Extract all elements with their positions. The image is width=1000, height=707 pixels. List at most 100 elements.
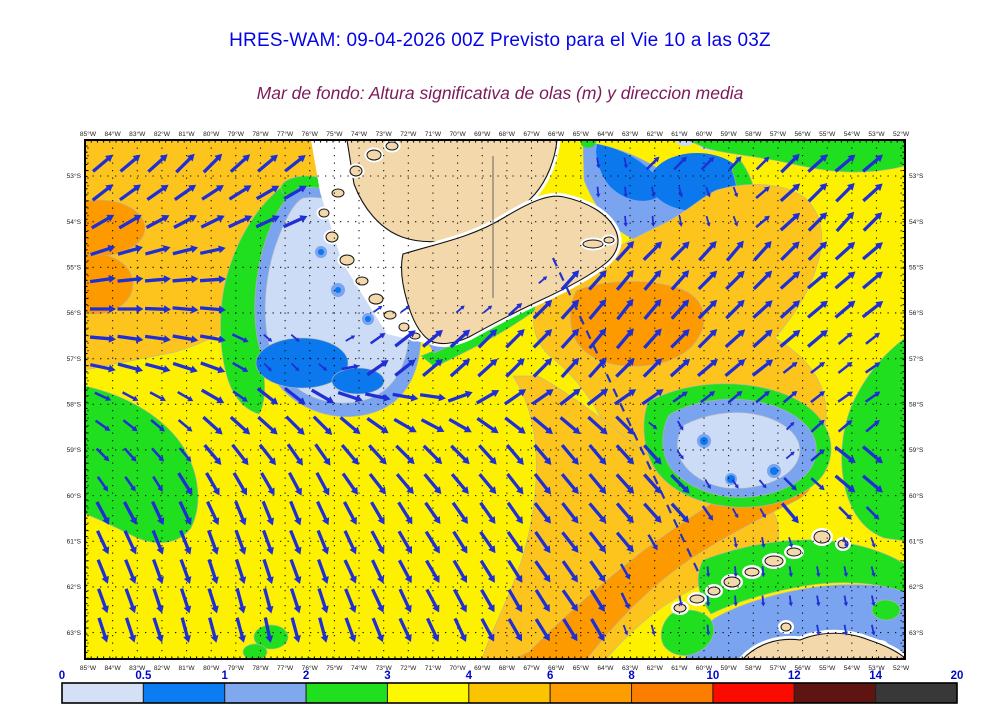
svg-text:60°W: 60°W xyxy=(696,130,713,138)
svg-text:64°W: 64°W xyxy=(597,664,614,672)
svg-text:65°W: 65°W xyxy=(573,130,590,138)
svg-text:77°W: 77°W xyxy=(277,664,294,672)
svg-text:53°W: 53°W xyxy=(868,664,885,672)
svg-text:65°W: 65°W xyxy=(573,664,590,672)
svg-text:55°S: 55°S xyxy=(67,264,82,272)
svg-text:58°W: 58°W xyxy=(745,130,762,138)
svg-text:83°W: 83°W xyxy=(129,130,146,138)
svg-text:3: 3 xyxy=(384,670,390,682)
svg-text:69°W: 69°W xyxy=(474,130,491,138)
svg-text:2: 2 xyxy=(303,670,309,682)
green-blob-east xyxy=(871,599,901,621)
calm-zone-specks xyxy=(315,246,374,325)
latitude-labels-right: 53°S 54°S 55°S 56°S 57°S 58°S 59°S 60°S 61°S 62°S… xyxy=(909,172,924,637)
svg-text:82°W: 82°W xyxy=(154,664,171,672)
svg-text:55°W: 55°W xyxy=(819,130,836,138)
svg-text:75°W: 75°W xyxy=(326,664,343,672)
svg-text:59°S: 59°S xyxy=(67,446,82,454)
svg-text:56°S: 56°S xyxy=(67,309,82,317)
svg-text:78°W: 78°W xyxy=(252,130,269,138)
svg-text:71°W: 71°W xyxy=(425,664,442,672)
svg-text:54°S: 54°S xyxy=(909,218,924,226)
sea-region-orange-west2 xyxy=(85,253,134,315)
svg-text:10: 10 xyxy=(707,670,720,682)
svg-text:72°W: 72°W xyxy=(400,130,417,138)
svg-text:58°S: 58°S xyxy=(67,401,82,409)
svg-text:61°W: 61°W xyxy=(671,664,688,672)
svg-text:0: 0 xyxy=(59,670,65,682)
svg-text:84°W: 84°W xyxy=(105,130,122,138)
graticule xyxy=(85,140,905,659)
svg-text:57°W: 57°W xyxy=(770,664,787,672)
svg-text:74°W: 74°W xyxy=(351,664,368,672)
longitude-labels-bottom: 85°W 84°W 83°W 82°W 81°W 80°W 79°W 78°W 77°W 76°W… xyxy=(80,664,910,672)
sea-region-orange-west1 xyxy=(85,199,146,257)
svg-text:53°S: 53°S xyxy=(909,172,924,180)
svg-text:74°W: 74°W xyxy=(351,130,368,138)
svg-text:62°W: 62°W xyxy=(647,130,664,138)
svg-text:85°W: 85°W xyxy=(80,664,97,672)
svg-text:69°W: 69°W xyxy=(474,664,491,672)
svg-text:70°W: 70°W xyxy=(449,664,466,672)
svg-text:62°S: 62°S xyxy=(909,583,924,591)
svg-text:61°S: 61°S xyxy=(67,537,82,545)
svg-text:60°W: 60°W xyxy=(696,664,713,672)
land-antarctic-peninsula xyxy=(742,632,905,659)
svg-text:14: 14 xyxy=(869,670,882,682)
svg-text:55°W: 55°W xyxy=(819,664,836,672)
svg-text:54°W: 54°W xyxy=(844,130,861,138)
svg-text:62°W: 62°W xyxy=(647,664,664,672)
svg-text:60°S: 60°S xyxy=(67,492,82,500)
svg-text:59°S: 59°S xyxy=(909,446,924,454)
atlantic-blue-patch1 xyxy=(596,144,661,201)
svg-text:63°W: 63°W xyxy=(622,664,639,672)
svg-text:68°W: 68°W xyxy=(499,130,516,138)
svg-text:75°W: 75°W xyxy=(326,130,343,138)
svg-text:80°W: 80°W xyxy=(203,130,220,138)
svg-text:53°W: 53°W xyxy=(868,130,885,138)
svg-text:79°W: 79°W xyxy=(228,130,245,138)
svg-text:81°W: 81°W xyxy=(178,664,195,672)
svg-text:79°W: 79°W xyxy=(228,664,245,672)
sea-region-green-blob2 xyxy=(242,643,268,659)
svg-text:76°W: 76°W xyxy=(302,664,319,672)
svg-text:62°S: 62°S xyxy=(67,583,82,591)
svg-text:6: 6 xyxy=(547,670,553,682)
green-band-islands xyxy=(697,539,905,615)
land-masses xyxy=(311,140,905,659)
svg-text:52°W: 52°W xyxy=(893,664,910,672)
svg-text:76°W: 76°W xyxy=(302,130,319,138)
land-tierra-del-fuego xyxy=(401,195,619,345)
wave-height-colorbar xyxy=(61,682,958,704)
svg-text:56°S: 56°S xyxy=(909,309,924,317)
svg-text:57°W: 57°W xyxy=(770,130,787,138)
page-subtitle: Mar de fondo: Altura significativa de ol… xyxy=(256,83,744,103)
wave-direction-arrows xyxy=(89,153,884,643)
svg-text:56°W: 56°W xyxy=(794,664,811,672)
svg-text:8: 8 xyxy=(628,670,635,682)
atlantic-pale-bit xyxy=(677,140,693,146)
svg-text:64°W: 64°W xyxy=(597,130,614,138)
svg-text:80°W: 80°W xyxy=(203,664,220,672)
svg-text:0.5: 0.5 xyxy=(135,670,152,682)
svg-text:85°W: 85°W xyxy=(80,130,97,138)
page-title: HRES-WAM: 09-04-2026 00Z Previsto para e… xyxy=(229,30,771,51)
latitude-labels-left: 53°S 54°S 55°S 56°S 57°S 58°S 59°S 60°S 61°S 62°S… xyxy=(67,172,82,637)
ship-track-dashed-line xyxy=(552,257,702,579)
svg-text:60°S: 60°S xyxy=(909,492,924,500)
svg-text:54°S: 54°S xyxy=(67,218,82,226)
sea-region-green-west xyxy=(85,385,199,544)
svg-text:12: 12 xyxy=(788,670,801,682)
map-frame-ticks xyxy=(84,139,905,659)
svg-text:66°W: 66°W xyxy=(548,664,565,672)
svg-text:63°S: 63°S xyxy=(67,629,82,637)
svg-text:59°W: 59°W xyxy=(721,664,738,672)
svg-text:58°S: 58°S xyxy=(909,401,924,409)
svg-text:78°W: 78°W xyxy=(252,664,269,672)
svg-text:73°W: 73°W xyxy=(376,130,393,138)
svg-text:63°W: 63°W xyxy=(622,130,639,138)
svg-text:20: 20 xyxy=(951,670,964,682)
svg-text:4: 4 xyxy=(466,670,473,682)
